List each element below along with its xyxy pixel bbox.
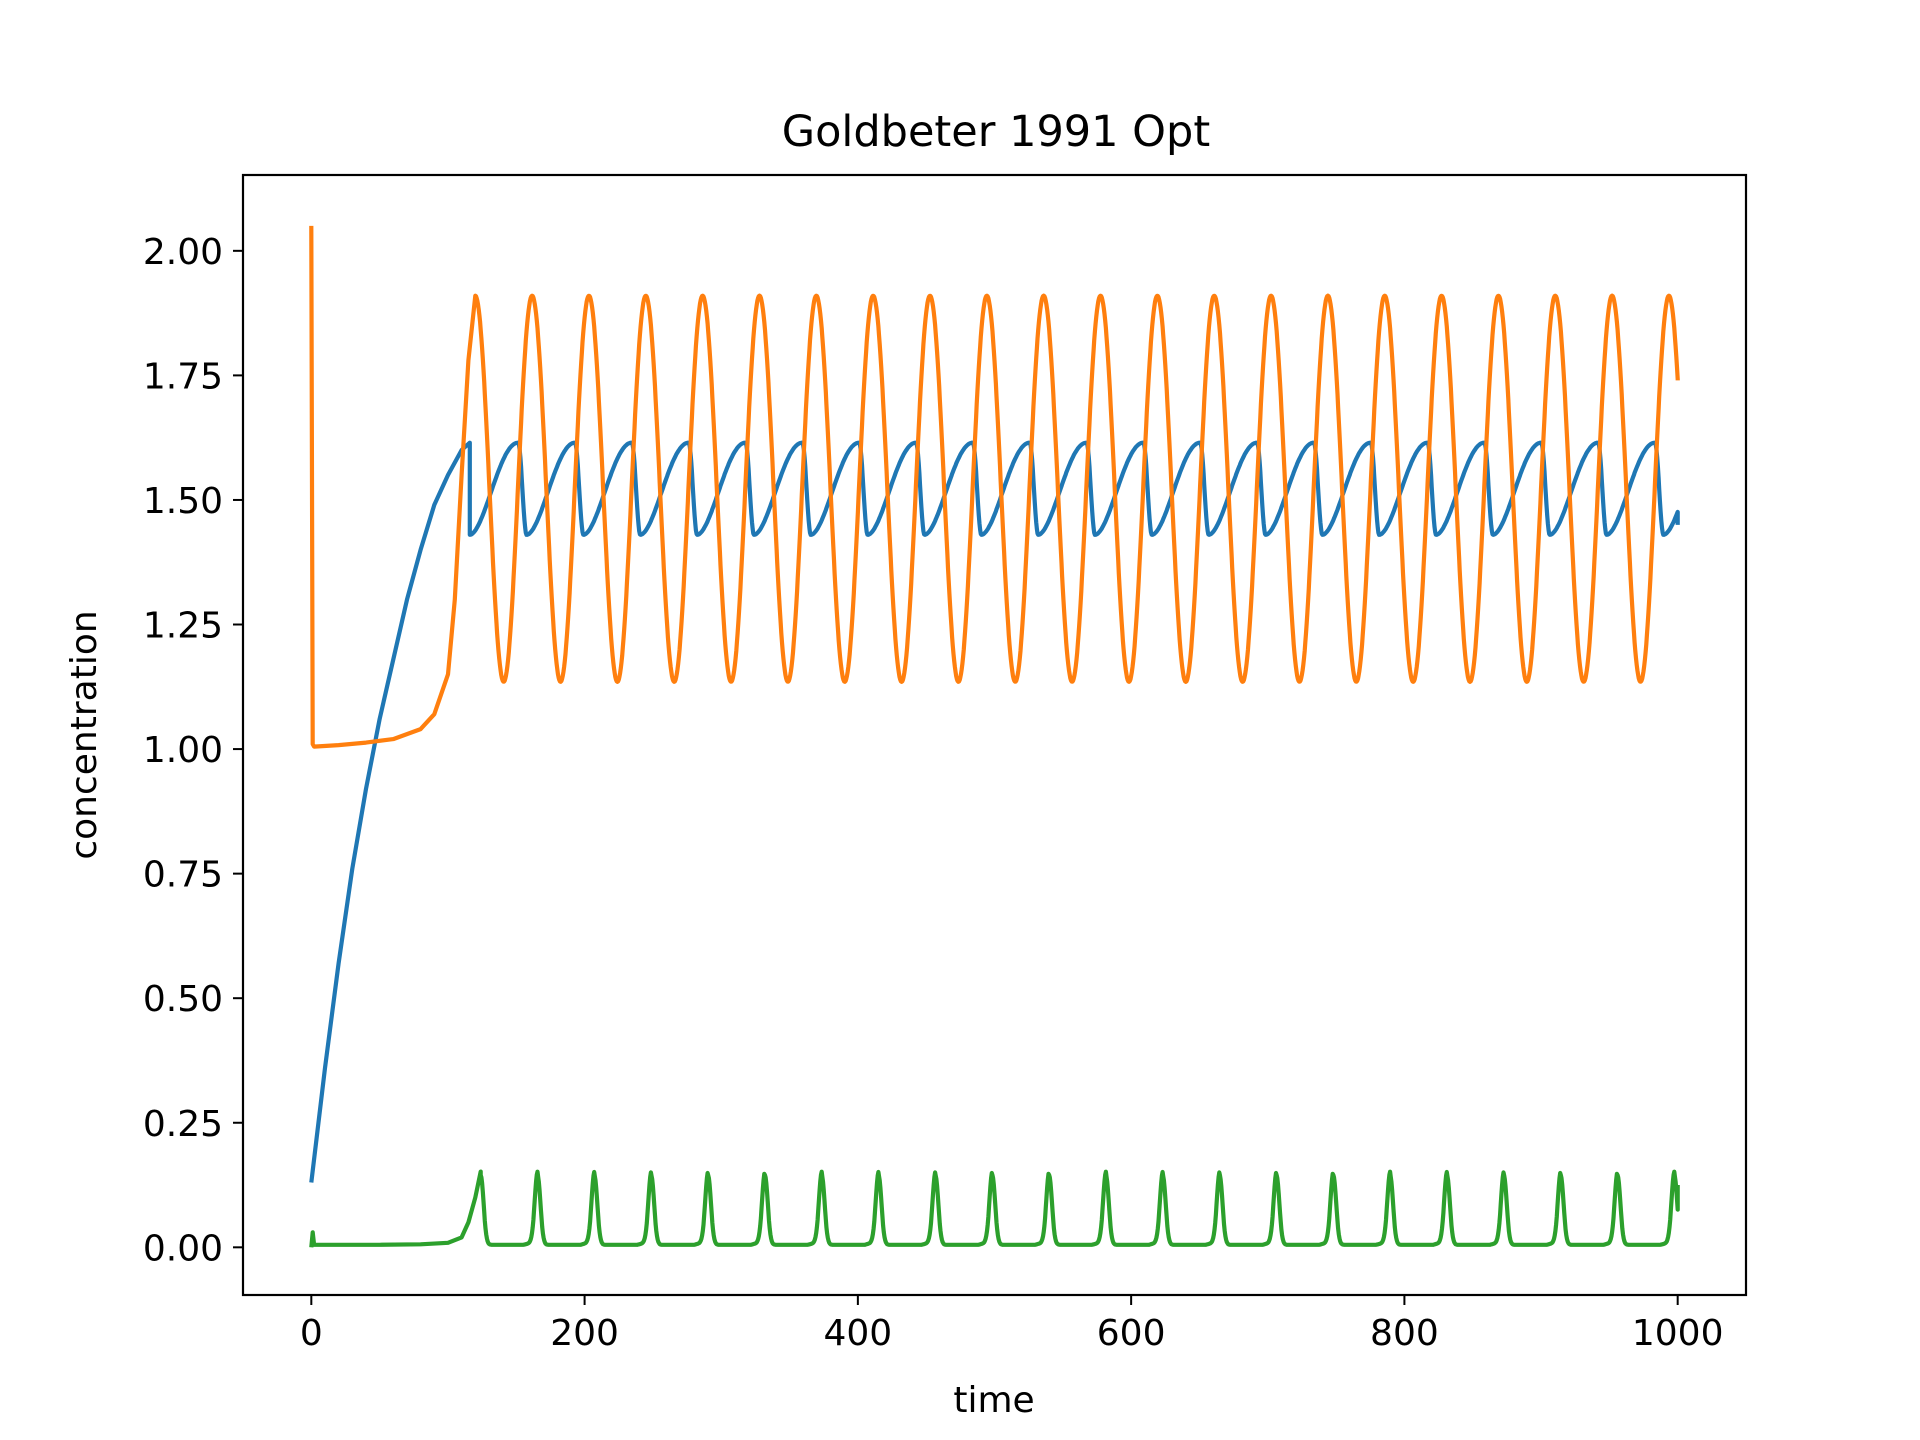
series-layer (309, 225, 1680, 1248)
x-tick-label: 800 (1370, 1313, 1439, 1354)
y-tick-label: 0.75 (143, 855, 223, 896)
x-axis: 0 200 400 600 800 1000 (300, 1295, 1724, 1354)
y-tick-label: 1.00 (143, 730, 223, 771)
x-tick-label: 600 (1097, 1313, 1166, 1354)
y-tick-label: 0.00 (143, 1228, 223, 1269)
chart-title: Goldbeter 1991 Opt (782, 107, 1210, 157)
x-tick-label: 400 (824, 1313, 893, 1354)
x-axis-title: time (953, 1380, 1034, 1421)
x-tick-label: 0 (300, 1313, 323, 1354)
y-tick-label: 1.50 (143, 481, 223, 522)
y-tick-label: 0.50 (143, 979, 223, 1020)
series-line-3 (309, 1169, 1680, 1248)
x-tick-label: 1000 (1632, 1313, 1724, 1354)
x-tick-label: 200 (550, 1313, 619, 1354)
y-tick-label: 1.25 (143, 606, 223, 647)
series-line-1 (309, 440, 1680, 1183)
y-tick-label: 0.25 (143, 1104, 223, 1145)
y-tick-label: 1.75 (143, 356, 223, 397)
y-axis-title: concentration (64, 610, 105, 859)
y-tick-label: 2.00 (143, 232, 223, 273)
series-line-2 (309, 225, 1680, 749)
y-axis: 0.00 0.25 0.50 0.75 1.00 1.25 1.50 1.75 2.00 (143, 232, 243, 1269)
plot-frame (241, 173, 1748, 1297)
